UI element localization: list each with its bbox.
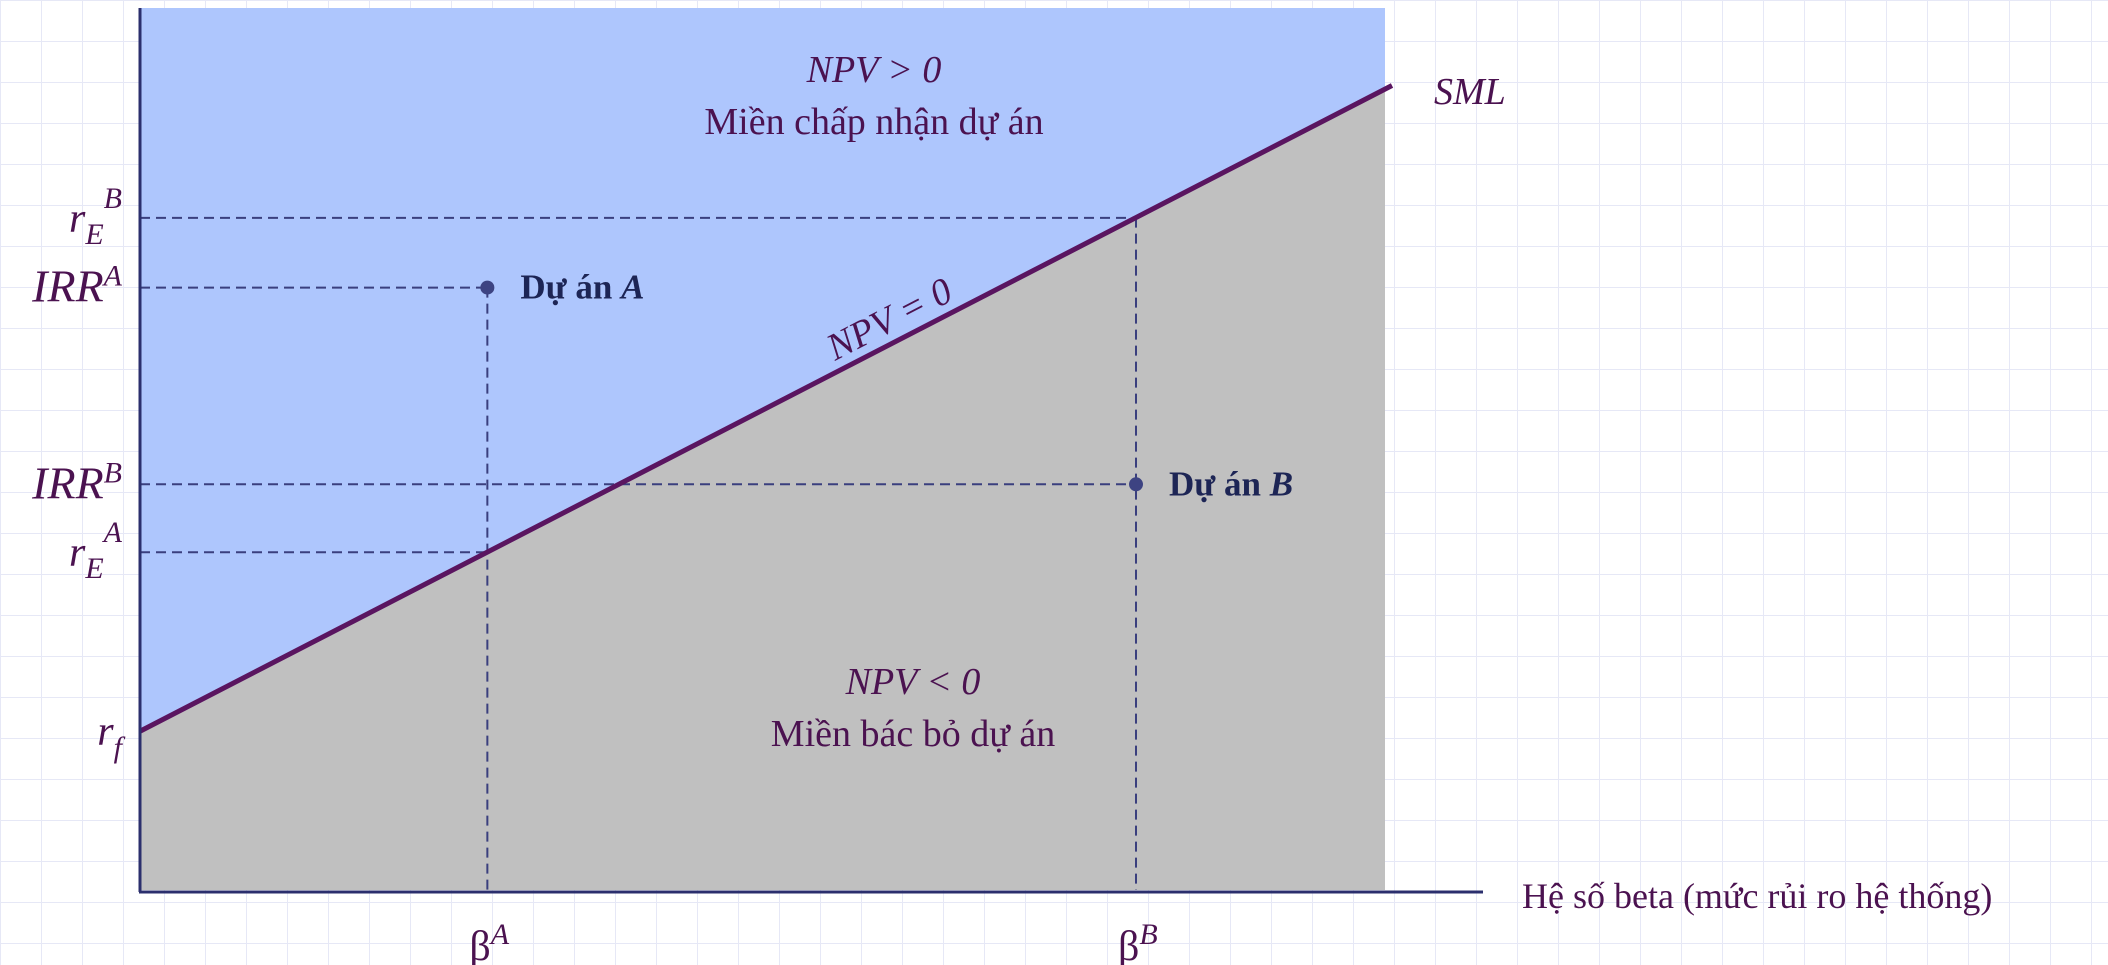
- y-tick-label-0: rf: [97, 709, 125, 764]
- reject-region-subtitle: Miền bác bỏ dự án: [771, 713, 1055, 755]
- project-point-b: [1129, 477, 1143, 492]
- y-tick-label-2: IRRB: [31, 456, 122, 508]
- project-label-b: Dự án B: [1169, 464, 1293, 503]
- project-label-a: Dự án A: [520, 268, 644, 307]
- y-tick-label-3: IRRA: [31, 260, 123, 312]
- y-tick-label-1: rEA: [69, 516, 123, 585]
- accept-region-subtitle: Miền chấp nhận dự án: [704, 101, 1043, 143]
- x-axis-label: Hệ số beta (mức rủi ro hệ thống): [1522, 876, 1992, 916]
- reject-region-title: NPV < 0: [845, 661, 981, 703]
- sml-label: SML: [1434, 71, 1506, 113]
- reject-region: [140, 89, 1385, 891]
- accept-region-title: NPV > 0: [806, 49, 942, 91]
- sml-line: [138, 83, 1394, 734]
- y-tick-label-4: rEB: [69, 182, 122, 251]
- x-tick-label-0: βA: [469, 918, 509, 965]
- project-point-a: [480, 280, 495, 295]
- x-tick-label-1: βB: [1118, 918, 1158, 965]
